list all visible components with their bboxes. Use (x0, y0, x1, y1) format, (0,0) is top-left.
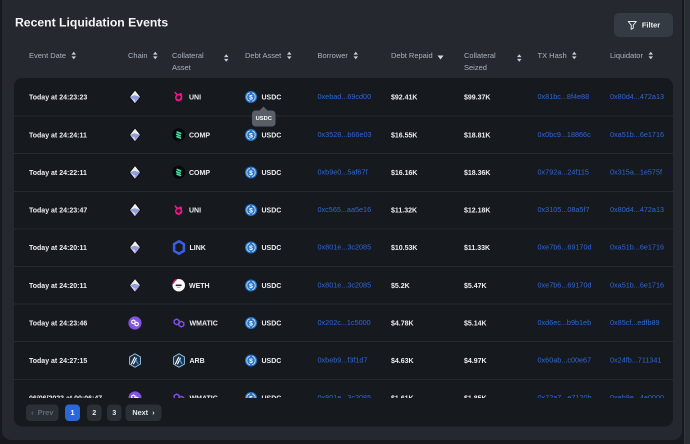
svg-text:$: $ (249, 207, 253, 214)
svg-text:$: $ (249, 358, 253, 365)
svg-text:$: $ (249, 94, 253, 101)
svg-text:$: $ (249, 283, 253, 290)
svg-text:$: $ (249, 132, 253, 139)
svg-text:$: $ (249, 170, 253, 177)
svg-text:$: $ (249, 395, 253, 398)
svg-text:$: $ (249, 320, 253, 327)
svg-text:$: $ (249, 245, 253, 252)
